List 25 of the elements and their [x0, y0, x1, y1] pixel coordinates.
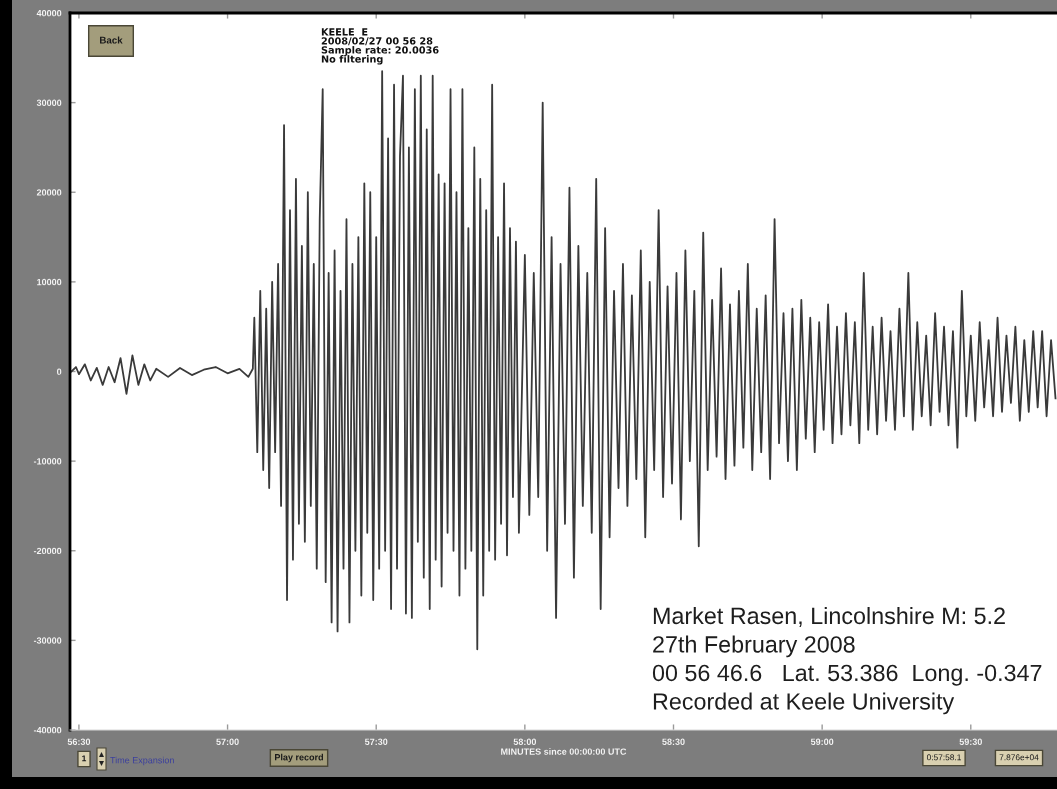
y-tick-label: -40000: [33, 726, 62, 734]
y-tick-label: 40000: [36, 9, 62, 17]
y-tick-label: -10000: [33, 458, 62, 465]
y-tick-label: 0: [57, 368, 62, 375]
y-tick-label: -20000: [33, 547, 62, 555]
x-tick-label: 59:30: [959, 738, 982, 745]
y-tick-label: -30000: [33, 637, 62, 644]
y-tick-label: 20000: [36, 189, 62, 196]
text: 0:57:58.1: [926, 754, 961, 761]
y-tick-label: 10000: [37, 278, 62, 286]
text: 1: [82, 755, 87, 762]
text: Play record: [275, 753, 323, 763]
text: 7.876e+04: [999, 754, 1039, 761]
x-axis-title: MINUTES since 00:00:00 UTC: [501, 748, 627, 755]
y-tick-label: 30000: [36, 99, 62, 106]
x-tick-label: 57:30: [364, 738, 388, 745]
annotation: Back: [100, 36, 123, 44]
x-tick-label: 58:30: [662, 738, 685, 745]
x-tick-label: 58:00: [513, 738, 537, 745]
annotation: Market Rasen, Lincolnshire M: 5.2 27th February 2008 00 56 46.6 Lat. 53.386 Long. -0.347 Recorded at Keele University: [652, 607, 1042, 715]
x-tick-label: 57:00: [216, 738, 239, 745]
x-tick-label: 59:00: [810, 738, 834, 745]
text: Time Expansion: [110, 756, 174, 766]
annotation: KEELE E 2008/02/27 00 56 28 Sample rate: 20.0036 No filtering: [321, 28, 439, 65]
x-tick-label: 56:30: [67, 738, 91, 745]
